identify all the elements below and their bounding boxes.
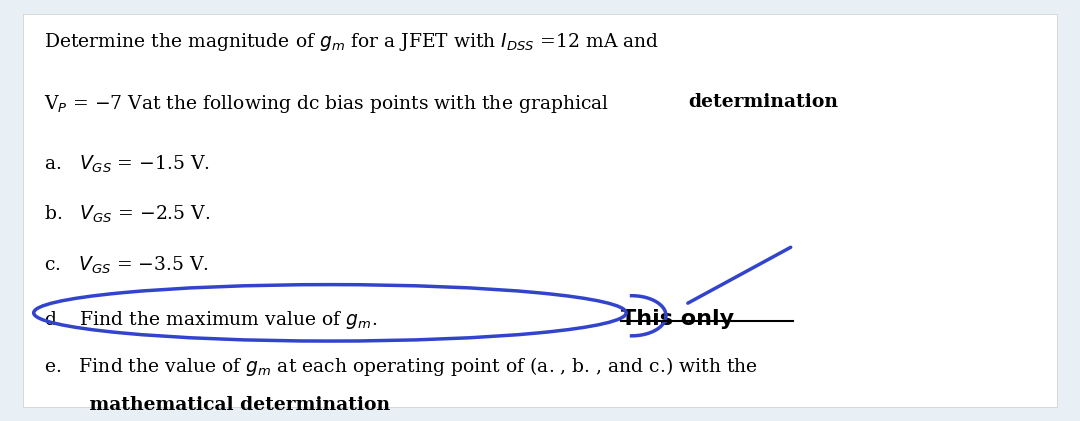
Text: d.   Find the maximum value of $g_m$.: d. Find the maximum value of $g_m$. (44, 309, 378, 330)
Text: b.   $V_{GS}$ = −2.5 V.: b. $V_{GS}$ = −2.5 V. (44, 204, 211, 225)
Text: mathematical determination: mathematical determination (44, 397, 391, 414)
FancyBboxPatch shape (23, 14, 1057, 407)
Text: Determine the magnitude of $g_m$ for a JFET with $I_{DSS}$ =12 mA and: Determine the magnitude of $g_m$ for a J… (44, 31, 660, 53)
Text: This only: This only (621, 309, 734, 329)
Text: c.   $V_{GS}$ = −3.5 V.: c. $V_{GS}$ = −3.5 V. (44, 254, 210, 276)
Text: a.   $V_{GS}$ = −1.5 V.: a. $V_{GS}$ = −1.5 V. (44, 154, 211, 175)
Text: V$_P$ = −7 Vat the following dc bias points with the graphical: V$_P$ = −7 Vat the following dc bias poi… (44, 93, 610, 115)
Text: e.   Find the value of $g_m$ at each operating point of (a. , b. , and c.) with : e. Find the value of $g_m$ at each opera… (44, 354, 758, 378)
Text: determination: determination (689, 93, 839, 112)
